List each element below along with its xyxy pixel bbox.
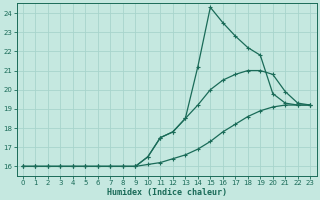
X-axis label: Humidex (Indice chaleur): Humidex (Indice chaleur) [107,188,227,197]
